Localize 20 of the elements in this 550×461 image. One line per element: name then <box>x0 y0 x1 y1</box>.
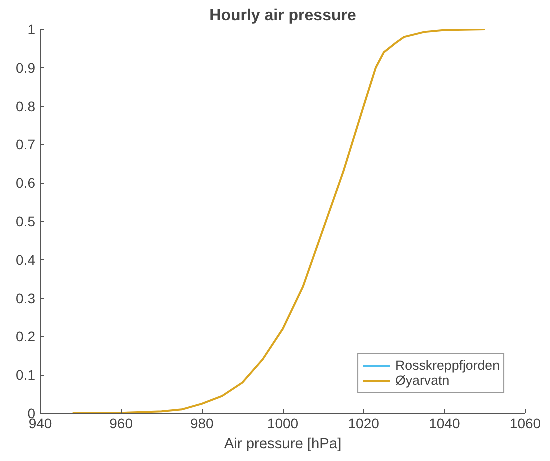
y-tick-label: 0.8 <box>16 98 36 114</box>
x-tick-label: 1020 <box>348 416 380 432</box>
y-tick-label: 0.4 <box>16 252 36 268</box>
y-tick-label: 0.9 <box>16 60 36 76</box>
y-tick-label: 0.2 <box>16 328 36 345</box>
y-tick-label: 0.6 <box>16 175 36 192</box>
y-tick-label: 0.5 <box>16 214 36 230</box>
legend-label: Øyarvatn <box>396 373 450 388</box>
x-tick-label: 1060 <box>510 416 542 432</box>
y-tick-label: 1 <box>28 22 36 38</box>
legend-label: Rosskreppfjorden <box>396 358 500 373</box>
x-tick-label: 1040 <box>429 416 460 432</box>
x-tick-label: 960 <box>110 416 134 432</box>
x-tick-label: 980 <box>190 416 214 432</box>
x-tick-label: 1000 <box>267 416 299 432</box>
y-tick-label: 0.7 <box>16 136 36 153</box>
x-axis-title: Air pressure [hPa] <box>224 436 342 452</box>
y-tick-label: 0.1 <box>16 367 36 384</box>
y-tick-label: 0.3 <box>16 290 36 306</box>
chart-title: Hourly air pressure <box>210 8 356 24</box>
